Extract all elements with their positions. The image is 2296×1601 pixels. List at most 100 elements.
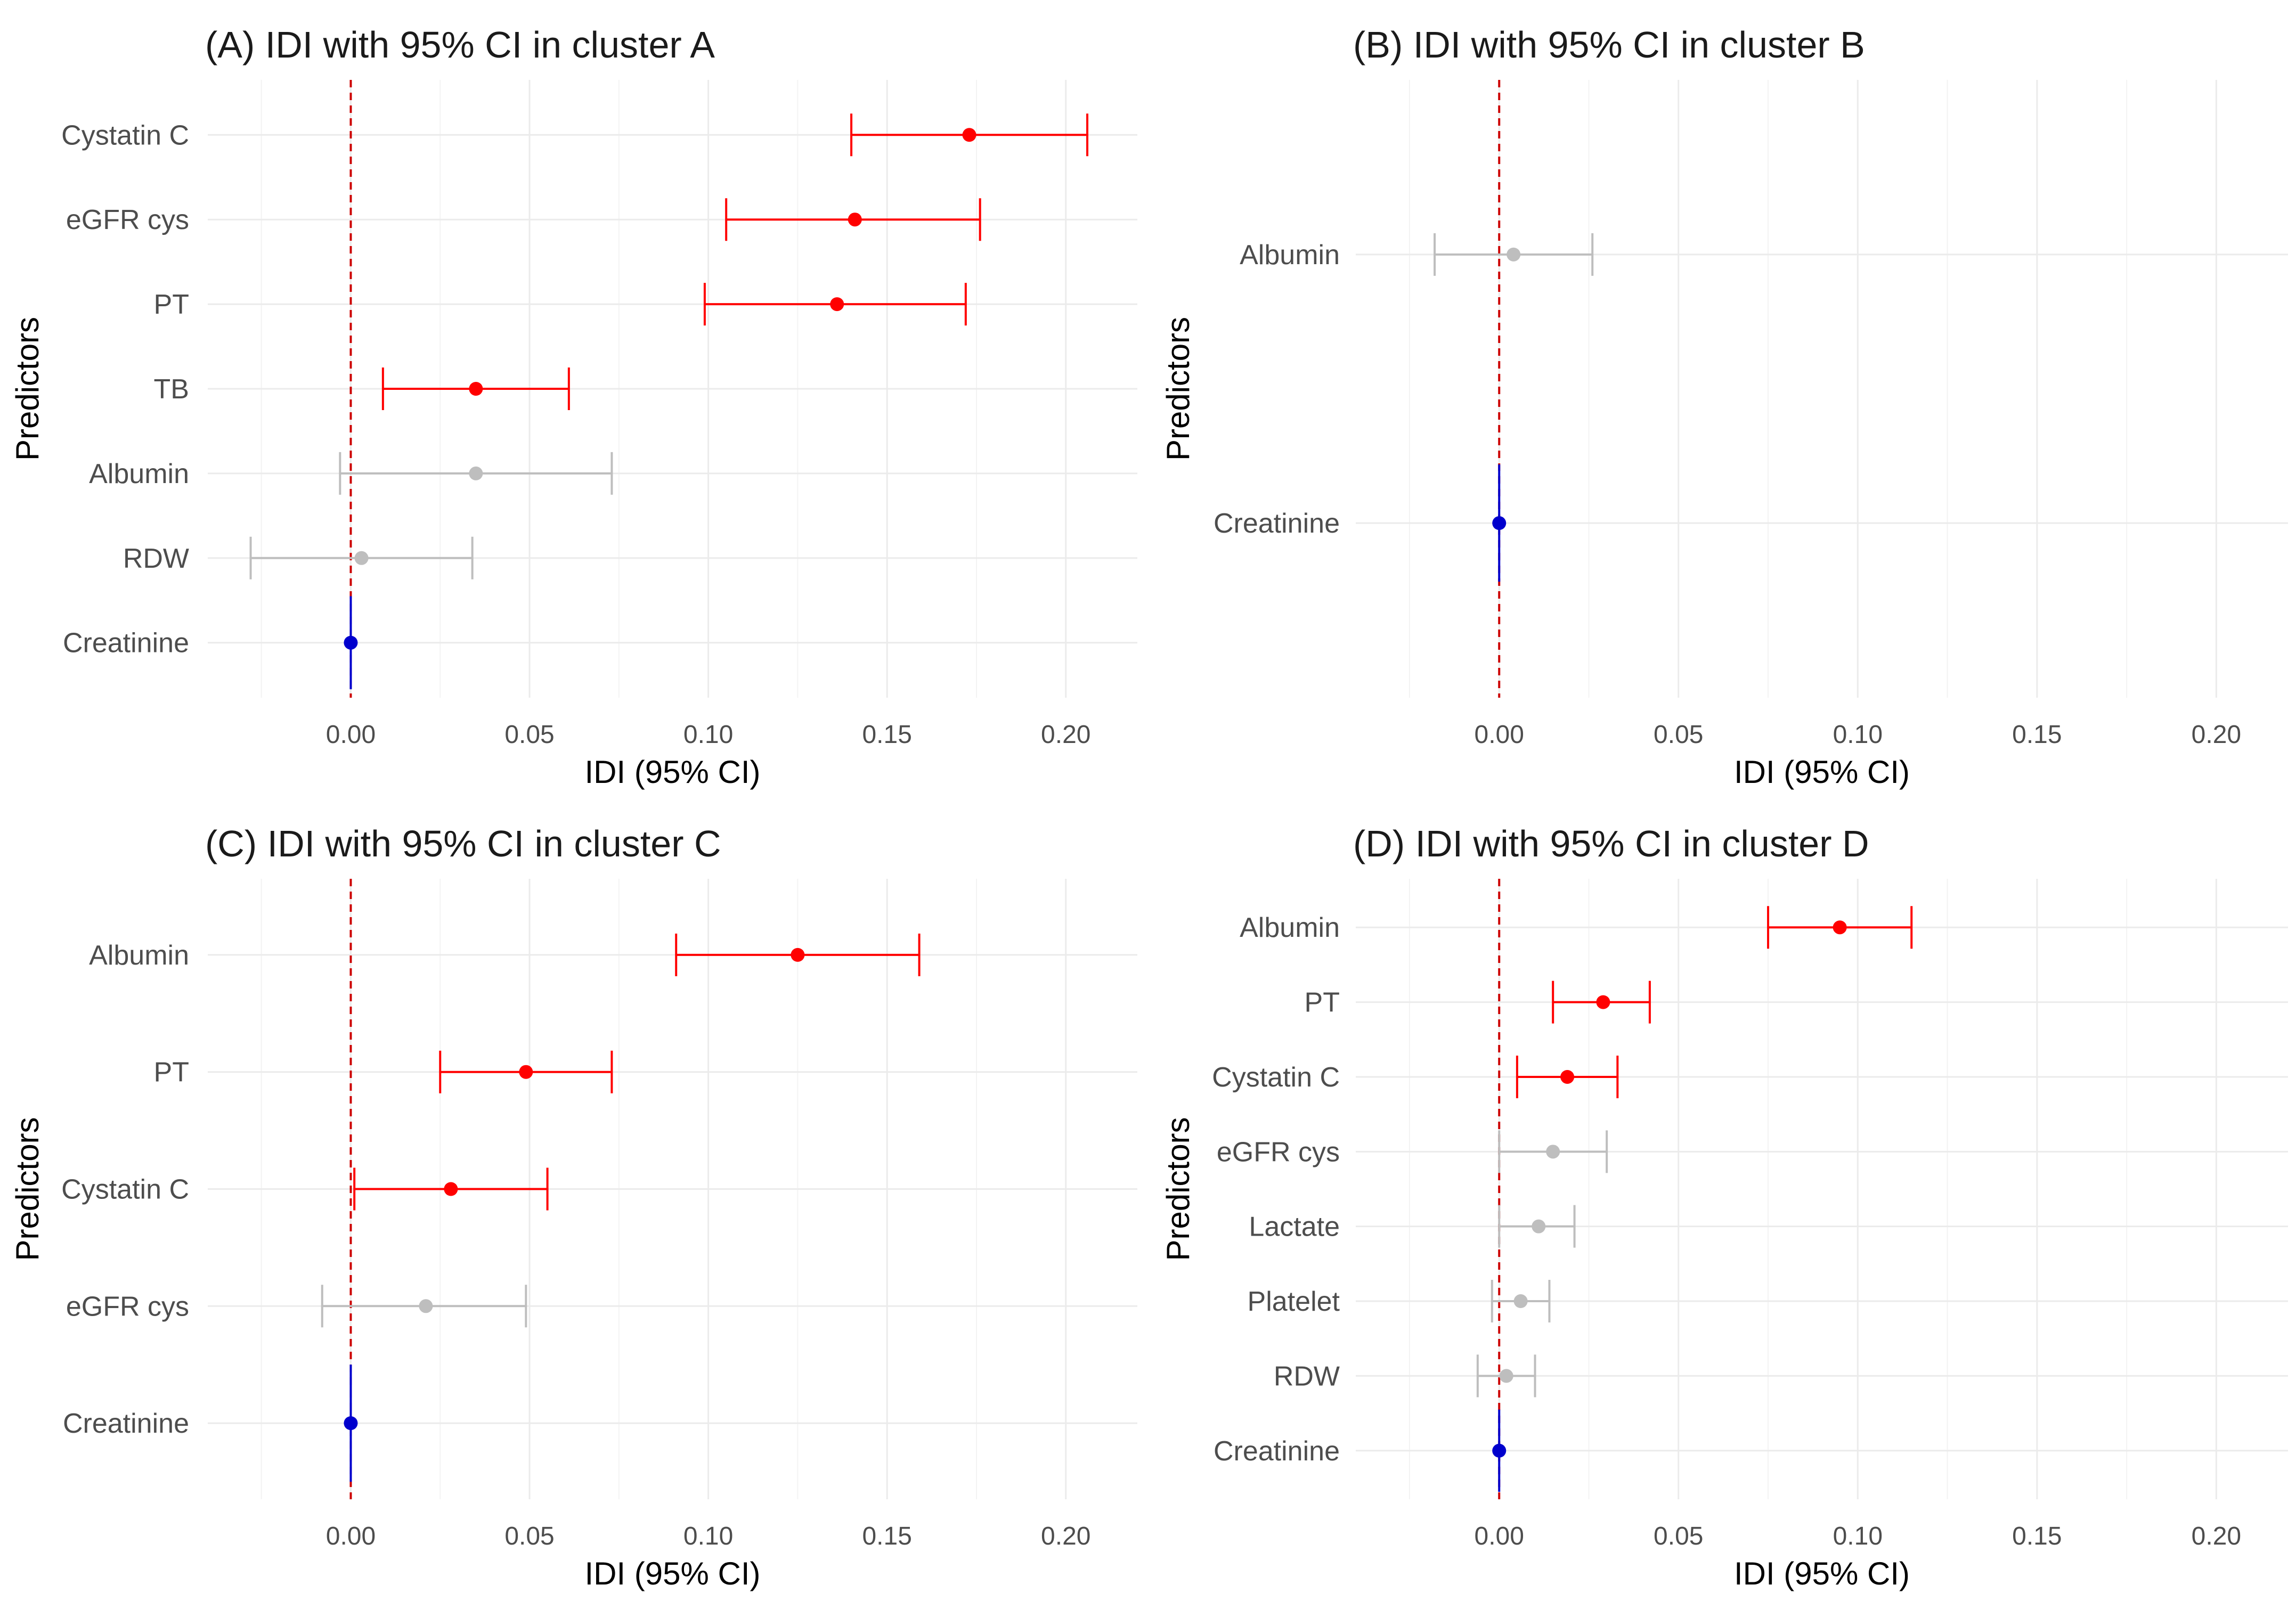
row-pt: PT xyxy=(154,1050,613,1093)
y-axis-label: Albumin xyxy=(1240,912,1340,943)
point-estimate xyxy=(419,1299,433,1313)
point-estimate xyxy=(1546,1145,1560,1159)
x-tick-label: 0.05 xyxy=(504,721,554,749)
y-axis-label: Creatinine xyxy=(63,628,189,659)
point-estimate xyxy=(1532,1219,1546,1234)
point-estimate xyxy=(848,213,862,227)
point-estimate xyxy=(830,297,844,312)
point-estimate xyxy=(1513,1294,1528,1309)
y-axis-title: Predictors xyxy=(10,317,45,461)
point-estimate xyxy=(1833,920,1847,935)
y-axis-label: Albumin xyxy=(1240,240,1340,271)
panel-title: (B) IDI with 95% CI in cluster B xyxy=(1353,24,1865,66)
panel-title: (A) IDI with 95% CI in cluster A xyxy=(205,24,715,66)
x-tick-label: 0.20 xyxy=(2192,1522,2241,1550)
panel-title: (C) IDI with 95% CI in cluster C xyxy=(205,823,721,864)
y-axis-label: eGFR cys xyxy=(1217,1137,1340,1167)
row-pt: PT xyxy=(154,283,967,326)
row-albumin: Albumin xyxy=(1240,906,1913,949)
point-estimate xyxy=(344,635,358,650)
y-axis-label: Platelet xyxy=(1248,1286,1340,1317)
x-axis-title: IDI (95% CI) xyxy=(584,1556,760,1591)
row-creatinine: Creatinine xyxy=(1214,1409,1507,1492)
row-rdw: RDW xyxy=(1274,1354,1536,1398)
y-axis-label: eGFR cys xyxy=(66,1291,189,1322)
point-estimate xyxy=(519,1065,533,1079)
x-tick-label: 0.05 xyxy=(1654,1522,1703,1550)
row-creatinine: Creatinine xyxy=(63,596,358,690)
point-estimate xyxy=(469,466,483,480)
point-estimate xyxy=(1499,1369,1513,1383)
panel-b: 0.00 0.05 0.10 0.15 0.20 Albumin Creatinine (B)… xyxy=(1160,24,2288,790)
y-axis-label: Cystatin C xyxy=(61,120,189,151)
x-tick-label: 0.00 xyxy=(326,721,376,749)
x-tick-label: 0.10 xyxy=(1833,1522,1883,1550)
y-axis-label: Lactate xyxy=(1249,1212,1340,1243)
point-estimate xyxy=(469,382,483,396)
y-axis-label: Albumin xyxy=(89,459,189,489)
point-estimate xyxy=(1596,995,1610,1009)
y-axis-label: Creatinine xyxy=(1214,508,1340,539)
x-tick-label: 0.00 xyxy=(1475,1522,1524,1550)
panel-c: 0.00 0.05 0.10 0.15 0.20 Albumin PT Cystatin C e… xyxy=(10,823,1137,1591)
x-axis-title: IDI (95% CI) xyxy=(1734,1556,1910,1591)
x-axis-title: IDI (95% CI) xyxy=(584,754,760,790)
row-creatinine: Creatinine xyxy=(1214,464,1507,582)
panel-title: (D) IDI with 95% CI in cluster D xyxy=(1353,823,1869,864)
y-axis-label: Creatinine xyxy=(63,1408,189,1439)
row-egfr-cys: eGFR cys xyxy=(66,198,981,241)
x-tick-label: 0.10 xyxy=(683,1522,733,1550)
point-estimate xyxy=(791,947,805,962)
x-axis-title: IDI (95% CI) xyxy=(1734,754,1910,790)
y-axis-label: RDW xyxy=(1274,1361,1340,1392)
row-lactate: Lactate xyxy=(1249,1205,1576,1248)
point-estimate xyxy=(344,1416,358,1431)
row-cystatin-c: Cystatin C xyxy=(61,1167,549,1211)
row-albumin: Albumin xyxy=(89,452,613,495)
x-tick-label: 0.00 xyxy=(1475,721,1524,749)
x-tick-label: 0.15 xyxy=(2012,1522,2062,1550)
row-egfr-cys: eGFR cys xyxy=(66,1285,527,1328)
x-tick-label: 0.10 xyxy=(1833,721,1883,749)
row-albumin: Albumin xyxy=(1240,233,1594,276)
y-axis-label: PT xyxy=(1305,987,1340,1018)
row-albumin: Albumin xyxy=(89,933,921,976)
y-axis-label: Creatinine xyxy=(1214,1436,1340,1467)
x-tick-label: 0.00 xyxy=(326,1522,376,1550)
point-estimate xyxy=(1492,1443,1507,1458)
row-rdw: RDW xyxy=(123,536,474,579)
y-axis-label: PT xyxy=(154,1057,189,1088)
point-estimate xyxy=(962,128,976,142)
point-estimate xyxy=(1507,247,1521,262)
y-axis-title: Predictors xyxy=(10,1117,45,1261)
y-axis-title: Predictors xyxy=(1160,1117,1196,1261)
y-axis-label: eGFR cys xyxy=(66,205,189,235)
x-tick-label: 0.15 xyxy=(2012,721,2062,749)
x-tick-label: 0.10 xyxy=(683,721,733,749)
panel-d: 0.00 0.05 0.10 0.15 0.20 Albumin PT Cystatin C e… xyxy=(1160,823,2288,1591)
x-tick-label: 0.20 xyxy=(1041,1522,1090,1550)
row-cystatin-c: Cystatin C xyxy=(61,113,1089,157)
y-axis-label: Albumin xyxy=(89,940,189,971)
row-platelet: Platelet xyxy=(1248,1280,1551,1323)
y-axis-label: RDW xyxy=(123,543,189,574)
y-axis-label: Cystatin C xyxy=(1212,1062,1340,1093)
panel-a: 0.00 0.05 0.10 0.15 0.20 Cystatin C eGFR cys PT… xyxy=(10,24,1137,790)
row-cystatin-c: Cystatin C xyxy=(1212,1055,1619,1098)
point-estimate xyxy=(1492,516,1507,530)
x-tick-label: 0.20 xyxy=(2192,721,2241,749)
x-tick-label: 0.05 xyxy=(1654,721,1703,749)
point-estimate xyxy=(1560,1069,1575,1084)
row-egfr-cys: eGFR cys xyxy=(1217,1130,1608,1173)
y-axis-label: TB xyxy=(154,374,189,405)
row-tb: TB xyxy=(154,367,570,410)
x-tick-label: 0.05 xyxy=(504,1522,554,1550)
x-tick-label: 0.15 xyxy=(862,1522,911,1550)
y-axis-title: Predictors xyxy=(1160,317,1196,461)
y-axis-label: Cystatin C xyxy=(61,1174,189,1205)
row-pt: PT xyxy=(1305,981,1651,1024)
y-axis-label: PT xyxy=(154,289,189,320)
point-estimate xyxy=(444,1182,458,1196)
